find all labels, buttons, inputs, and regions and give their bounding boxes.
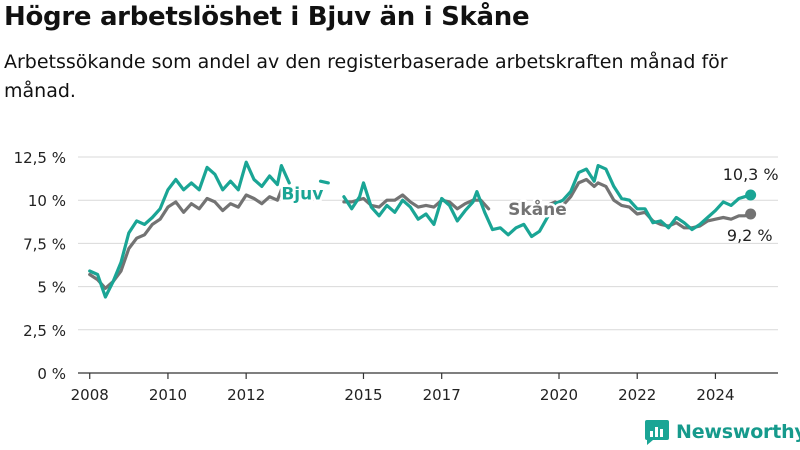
x-tick-label: 2008: [71, 386, 109, 404]
x-tick-label: 2020: [540, 386, 578, 404]
chart-title: Högre arbetslöshet i Bjuv än i Skåne: [4, 2, 530, 32]
brand-name: Newsworthy: [676, 421, 800, 443]
y-tick-label: 2,5 %: [23, 322, 66, 340]
y-tick-label: 7,5 %: [23, 235, 66, 253]
newsworthy-logo-icon: [645, 420, 669, 445]
end-point-skane: [745, 208, 757, 220]
y-tick-label: 5 %: [37, 279, 66, 297]
series-line-bjuv: [88, 160, 753, 299]
y-tick-label: 12,5 %: [14, 149, 66, 167]
chart-subtitle: Arbetssökande som andel av den registerb…: [4, 51, 728, 102]
series-lines: [88, 160, 757, 299]
end-label-bjuv: 10,3 %: [723, 165, 779, 184]
x-axis: 2008 2010 2012 2015 2017 2020 2022 2024: [71, 372, 778, 404]
y-tick-label: 0 %: [37, 365, 66, 383]
x-tick-label: 2022: [618, 386, 656, 404]
y-tick-label: 10 %: [28, 192, 66, 210]
end-point-bjuv: [745, 189, 757, 201]
x-tick-label: 2010: [149, 386, 187, 404]
y-axis-ticks: 0 % 2,5 % 5 % 7,5 % 10 % 12,5 %: [14, 149, 66, 383]
x-tick-label: 2024: [696, 386, 734, 404]
series-label-halo: Skåne: [508, 198, 567, 220]
x-tick-label: 2015: [344, 386, 382, 404]
x-tick-label: 2017: [423, 386, 461, 404]
series-label-skane: Skåne: [508, 198, 567, 220]
series-label-halo: Bjuv: [281, 184, 323, 204]
gridlines: [78, 156, 778, 331]
x-tick-label: 2012: [227, 386, 265, 404]
series-line-skane: [88, 177, 753, 290]
series-label-bjuv: Bjuv: [281, 184, 323, 204]
end-label-skane: 9,2 %: [727, 226, 773, 245]
newsworthy-brand: Newsworthy: [644, 418, 800, 446]
